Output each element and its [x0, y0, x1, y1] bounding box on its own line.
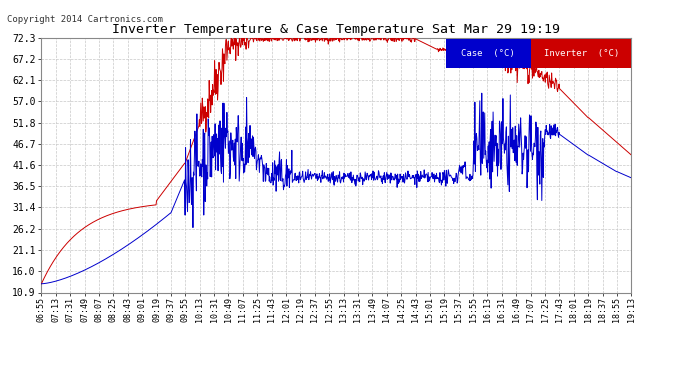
Title: Inverter Temperature & Case Temperature Sat Mar 29 19:19: Inverter Temperature & Case Temperature … [112, 23, 560, 36]
Text: Copyright 2014 Cartronics.com: Copyright 2014 Cartronics.com [7, 15, 163, 24]
